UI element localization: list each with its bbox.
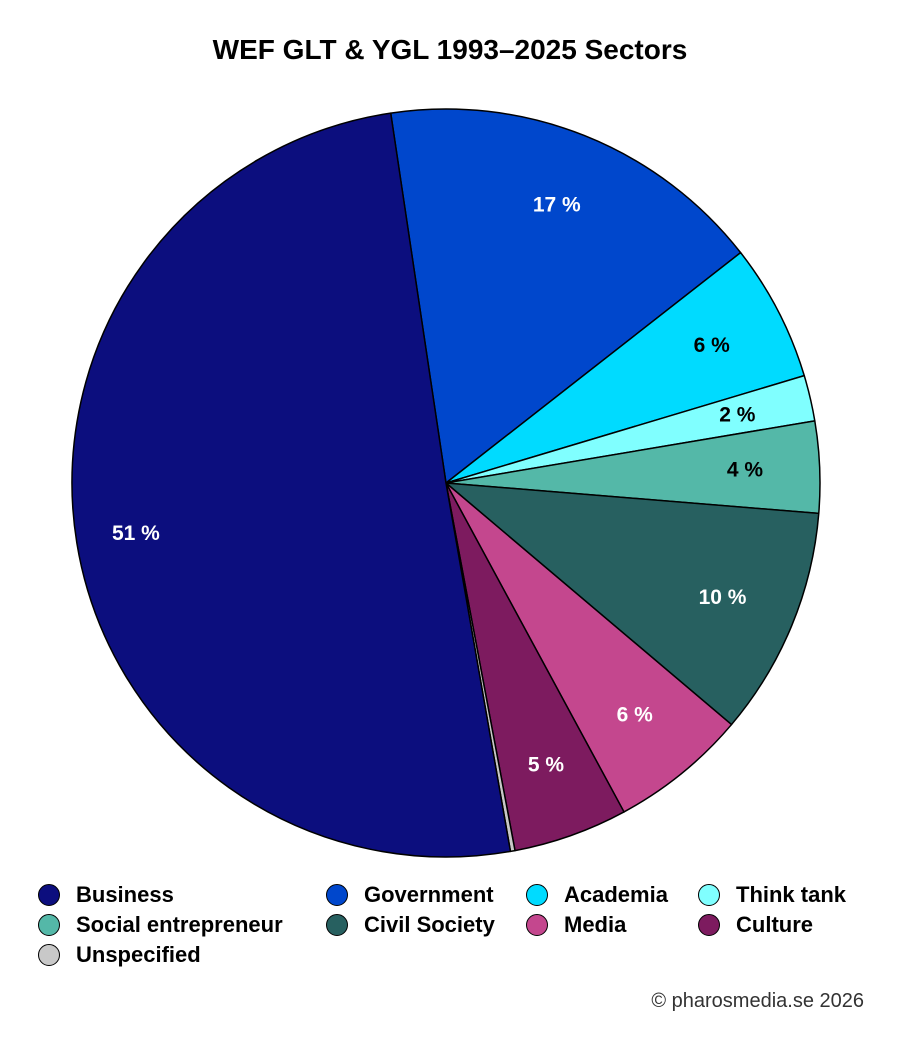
legend-label: Culture xyxy=(736,912,813,937)
legend-label: Academia xyxy=(564,882,668,907)
pie-label-academia: 6 % xyxy=(694,334,731,357)
legend-marker xyxy=(326,884,348,906)
legend-item-government: Government xyxy=(326,880,494,910)
legend-item-unspecified: Unspecified xyxy=(38,940,201,970)
pie-label-civil-society: 10 % xyxy=(699,586,747,609)
legend-item-academia: Academia xyxy=(526,880,668,910)
legend-label: Social entrepreneur xyxy=(76,912,283,937)
pie-slice-business xyxy=(71,112,512,858)
legend-marker xyxy=(698,884,720,906)
legend-label: Civil Society xyxy=(364,912,495,937)
legend-item-culture: Culture xyxy=(698,910,813,940)
legend-item-social-entrepreneur: Social entrepreneur xyxy=(38,910,283,940)
legend-marker xyxy=(526,914,548,936)
legend: Business Government Academia Think tank Soci… xyxy=(0,876,900,976)
copyright-credit: © pharosmedia.se 2026 xyxy=(651,990,864,1012)
legend-item-think-tank: Think tank xyxy=(698,880,846,910)
pie-label-business: 51 % xyxy=(112,522,160,545)
legend-item-civil-society: Civil Society xyxy=(326,910,495,940)
pie-label-government: 17 % xyxy=(533,194,581,217)
legend-marker xyxy=(326,914,348,936)
legend-marker xyxy=(38,884,60,906)
legend-marker xyxy=(38,944,60,966)
pie-slice-academia xyxy=(445,251,806,484)
pie-slice-media xyxy=(445,482,733,813)
pie-slice-civil-society xyxy=(445,482,820,726)
legend-label: Business xyxy=(76,882,174,907)
pie-slice-government xyxy=(389,108,742,484)
legend-label: Think tank xyxy=(736,882,847,907)
pie-slices xyxy=(71,108,821,858)
pie-label-culture: 5 % xyxy=(528,753,565,776)
pie-labels: 17 % 6 % 2 % 4 % 10 % 6 % 5 % 51 % xyxy=(112,194,763,777)
chart-title: WEF GLT & YGL 1993–2025 Sectors xyxy=(212,34,688,65)
pie-label-media: 6 % xyxy=(617,704,654,727)
legend-marker xyxy=(38,914,60,936)
legend-label: Unspecified xyxy=(76,942,201,967)
legend-marker xyxy=(526,884,548,906)
legend-label: Media xyxy=(564,912,627,937)
legend-item-business: Business xyxy=(38,880,174,910)
pie-label-think-tank: 2 % xyxy=(719,404,756,427)
legend-label: Government xyxy=(364,882,494,907)
pie-label-social-entrepreneur: 4 % xyxy=(727,459,764,482)
pie-chart: 17 % 6 % 2 % 4 % 10 % 6 % 5 % 51 % xyxy=(71,108,821,858)
legend-marker xyxy=(698,914,720,936)
legend-item-media: Media xyxy=(526,910,626,940)
